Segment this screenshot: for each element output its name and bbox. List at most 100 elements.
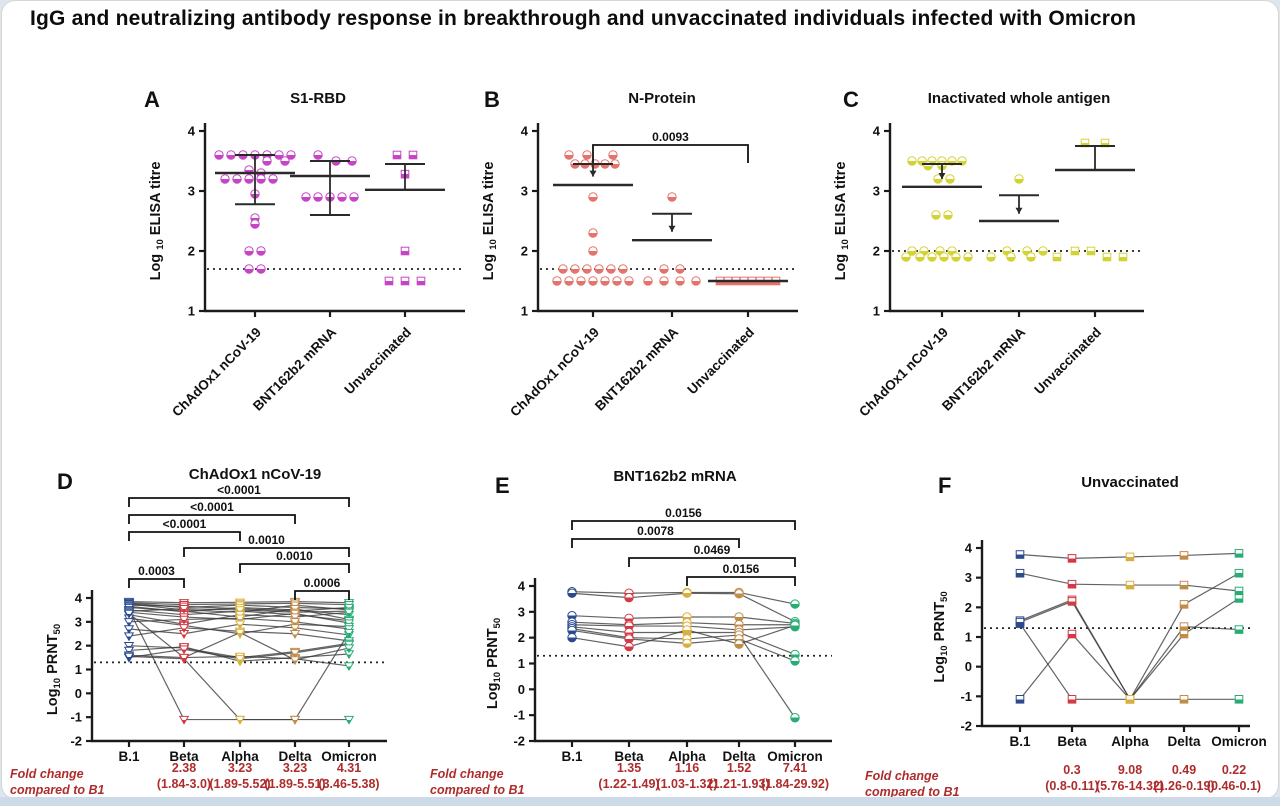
panel-title: BNT162b2 mRNA [613, 468, 737, 485]
x-category-labels: B.1 Beta Alpha Delta Omicron [118, 741, 377, 764]
svg-text:-1: -1 [513, 708, 525, 723]
y-tick-labels: 4 3 2 1 0 -1 -2 [513, 579, 535, 749]
svg-text:Delta: Delta [278, 749, 312, 764]
panel-letter: E [495, 473, 510, 498]
y-axis-label: Log10​ PRNT50​ [45, 624, 63, 715]
svg-text:2: 2 [518, 630, 525, 645]
svg-text:B.1: B.1 [118, 749, 140, 764]
svg-text:<0.0001: <0.0001 [217, 483, 261, 497]
data-points [901, 138, 1128, 262]
stats-bars [553, 163, 633, 187]
stats-bars [215, 154, 295, 206]
x-category-labels: B.1 Beta Alpha Delta Omicron [561, 741, 823, 764]
svg-text:0: 0 [75, 686, 82, 701]
svg-text:Beta: Beta [169, 749, 199, 764]
pvalue-brackets: <0.0001 <0.0001 <0.0001 0.0010 0.0010 0.0003 0… [128, 483, 350, 600]
svg-text:-2: -2 [513, 734, 525, 749]
fold-change-label: Fold change compared to B1 [865, 769, 960, 799]
data-points [567, 586, 800, 723]
svg-text:2: 2 [873, 244, 880, 259]
svg-text:<0.0001: <0.0001 [163, 517, 207, 531]
y-tick-labels: 4 3 2 1 [188, 124, 205, 319]
y-axis-label: Log 10​ ELISA titre [481, 162, 499, 281]
panel-letter: D [57, 469, 73, 494]
panel-title: N-Protein [628, 90, 696, 107]
stats-bars [290, 160, 370, 216]
y-tick-labels: 4 3 2 1 [521, 124, 538, 319]
fold-change-value-omicron: 4.31 (3.46-5.38) [318, 761, 380, 791]
svg-text:1: 1 [518, 656, 525, 671]
stats-bars [1055, 145, 1135, 172]
svg-text:0.0006: 0.0006 [304, 576, 341, 590]
panel-d-chart: D ChAdOx1 nCoV-19 4 3 2 1 0 -1 -2 Log10​ PRNT50​ B… [45, 466, 387, 764]
svg-text:0.0010: 0.0010 [276, 549, 313, 563]
data-points [552, 150, 781, 286]
svg-text:-1: -1 [70, 710, 82, 725]
fold-change-value-alpha: 1.16 (1.03-1.32) [656, 761, 718, 791]
panel-letter: C [843, 87, 859, 112]
data-points [123, 597, 355, 725]
svg-text:-2: -2 [70, 734, 82, 749]
fold-change-value-delta: 0.49 (1.26-0.19) [1153, 763, 1215, 793]
svg-text:2: 2 [521, 244, 528, 259]
fold-change-value-delta: 3.23 (1.89-5.51) [264, 761, 326, 791]
fold-change-value-delta: 1.52 (1.21-1.93) [708, 761, 770, 791]
data-points [214, 150, 426, 286]
svg-text:Omicron: Omicron [1211, 734, 1267, 749]
svg-text:0: 0 [518, 682, 525, 697]
svg-text:0.0003: 0.0003 [138, 564, 175, 578]
svg-text:3: 3 [75, 614, 82, 629]
panel-title: ChAdOx1 nCoV-19 [189, 466, 322, 483]
svg-text:2: 2 [75, 638, 82, 653]
fold-change-value-omicron: 0.22 (0.46-0.1) [1206, 763, 1262, 793]
svg-text:4: 4 [965, 541, 973, 556]
data-points [1015, 549, 1244, 704]
svg-text:3: 3 [188, 184, 195, 199]
svg-text:3: 3 [518, 604, 525, 619]
series-lines [571, 591, 796, 719]
figure-title: IgG and neutralizing antibody response i… [30, 7, 1137, 30]
panel-title: Inactivated whole antigen [928, 90, 1111, 107]
svg-text:0.0078: 0.0078 [637, 524, 674, 538]
axes [203, 123, 465, 313]
fold-change-value-alpha: 9.08 (5.76-14.32) [1095, 763, 1165, 793]
svg-text:Alpha: Alpha [668, 749, 706, 764]
y-axis-label: Log 10​ ELISA titre [148, 162, 166, 281]
fold-change-label: Fold change compared to B1 [430, 767, 525, 797]
y-tick-labels: 4 3 2 1 0 -1 -2 [960, 541, 982, 734]
svg-text:ChAdOx1 nCoV-19: ChAdOx1 nCoV-19 [507, 325, 602, 420]
svg-text:2: 2 [965, 600, 972, 615]
svg-text:-2: -2 [960, 719, 972, 734]
svg-text:Unvaccinated: Unvaccinated [341, 325, 414, 398]
svg-text:4: 4 [188, 124, 196, 139]
stats-bars [632, 212, 712, 242]
svg-text:ChAdOx1 nCoV-19: ChAdOx1 nCoV-19 [169, 325, 264, 420]
svg-text:Unvaccinated: Unvaccinated [1031, 325, 1104, 398]
svg-text:Delta: Delta [722, 749, 756, 764]
svg-text:Omicron: Omicron [321, 749, 377, 764]
svg-text:3: 3 [965, 570, 972, 585]
svg-text:Delta: Delta [1167, 734, 1201, 749]
y-tick-labels: 4 3 2 1 0 -1 -2 [70, 591, 92, 749]
svg-text:B.1: B.1 [561, 749, 583, 764]
fold-change-value-alpha: 3.23 (1.89-5.52) [209, 761, 271, 791]
panel-letter: A [144, 87, 160, 112]
svg-text:<0.0001: <0.0001 [190, 500, 234, 514]
panel-c-chart: C Inactivated whole antigen 4 3 2 1 Log 10​ EL… [833, 87, 1144, 419]
svg-text:Beta: Beta [1057, 734, 1087, 749]
svg-text:4: 4 [521, 124, 529, 139]
stats-bars [979, 194, 1059, 223]
svg-text:0.0010: 0.0010 [248, 533, 285, 547]
panel-title: Unvaccinated [1081, 474, 1179, 491]
svg-text:Omicron: Omicron [767, 749, 823, 764]
panel-e-chart: E BNT162b2 mRNA 4 3 2 1 0 -1 -2 Log10​ PRNT50​ B.1… [485, 468, 832, 764]
svg-text:0.0469: 0.0469 [694, 543, 731, 557]
y-axis-label: Log10​ PRNT50​ [485, 618, 503, 709]
svg-text:Alpha: Alpha [1111, 734, 1149, 749]
svg-text:0.0156: 0.0156 [665, 506, 702, 520]
